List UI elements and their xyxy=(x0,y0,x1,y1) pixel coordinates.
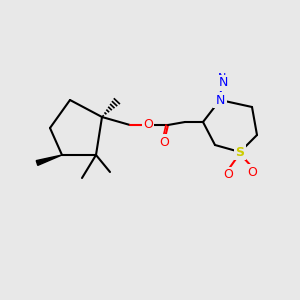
Text: O: O xyxy=(159,136,169,148)
Text: N: N xyxy=(218,73,226,83)
Text: O: O xyxy=(223,169,233,182)
Polygon shape xyxy=(36,155,62,165)
Text: O: O xyxy=(143,118,153,131)
Text: N: N xyxy=(215,94,225,106)
Text: O: O xyxy=(247,166,257,178)
Text: N: N xyxy=(218,76,228,89)
Text: S: S xyxy=(236,146,244,158)
